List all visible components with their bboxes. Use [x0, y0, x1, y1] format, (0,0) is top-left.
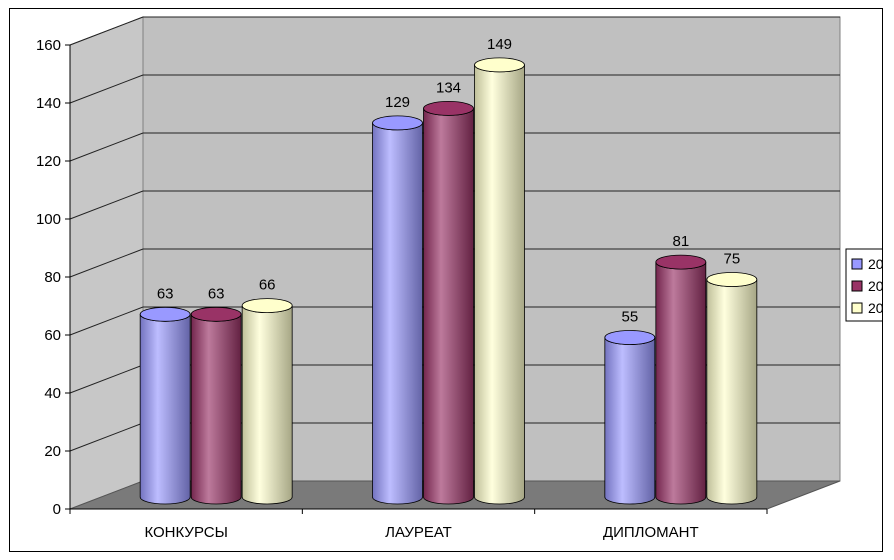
y-tick-label: 60: [44, 327, 61, 344]
bar-top-1-1: [423, 101, 474, 116]
data-label-2-1: 149: [487, 36, 512, 53]
data-label-0-0: 63: [157, 285, 174, 302]
bar-top-2-1: [474, 57, 525, 73]
legend-label-0: 201: [868, 256, 883, 272]
legend: 201 2016 201: [845, 248, 883, 322]
y-tick-label: 80: [44, 269, 61, 286]
bar-top-1-2: [655, 254, 707, 270]
legend-swatch-1: [851, 280, 863, 292]
bar-1-1: [423, 108, 474, 505]
chart-area: 0 20 40 60 80 100 120 140 160 КОНКУРСЫ ЛАУРЕАТ ДИПЛ…: [9, 8, 883, 552]
gridline-side: [69, 306, 144, 336]
data-label-2-2: 75: [723, 251, 740, 268]
bar-top-0-2: [604, 330, 656, 345]
y-tick-label: 0: [53, 501, 61, 518]
bar-top-0-1: [372, 115, 423, 131]
bar-series: [139, 57, 758, 505]
legend-swatch-2: [851, 302, 863, 314]
data-label-1-0: 63: [208, 285, 225, 302]
gridline-side: [69, 248, 144, 278]
bar-0-0: [139, 314, 191, 505]
bar-0-1: [372, 122, 423, 505]
bar-0-2: [604, 337, 656, 505]
legend-label-1: 2016: [868, 278, 883, 294]
gridline-side: [69, 364, 144, 394]
data-label-1-1: 134: [436, 79, 461, 96]
bar-2-2: [706, 279, 758, 505]
y-tick-label: 140: [36, 95, 61, 112]
bar-top-1-0: [190, 306, 242, 322]
bar-1-2: [655, 262, 707, 505]
bar-top-2-2: [706, 272, 758, 287]
legend-label-2: 201: [868, 300, 883, 316]
data-label-0-2: 55: [621, 309, 638, 326]
y-tick-label: 40: [44, 385, 61, 402]
y-tick-label: 20: [44, 443, 61, 460]
gridline-side: [69, 422, 144, 452]
bar-2-0: [241, 305, 293, 505]
data-label-0-1: 129: [385, 94, 410, 111]
legend-swatch-0: [851, 258, 863, 270]
axes: 0 20 40 60 80 100 120 140 160 КОНКУРСЫ ЛАУРЕАТ ДИПЛ…: [36, 37, 768, 541]
y-tick-label: 120: [36, 153, 61, 170]
gridline-side: [69, 16, 144, 46]
gridline-side: [69, 190, 144, 220]
bar-top-0-0: [139, 306, 191, 322]
bar-1-0: [190, 314, 242, 505]
gridline-side: [69, 74, 144, 104]
gridline-side: [69, 132, 144, 162]
bar-chart: 0 20 40 60 80 100 120 140 160 КОНКУРСЫ ЛАУРЕАТ ДИПЛ…: [36, 16, 883, 541]
data-labels: 63 63 66 129 134 149 55 81 75: [157, 36, 740, 326]
category-label: ЛАУРЕАТ: [385, 524, 452, 541]
y-tick-label: 160: [36, 37, 61, 54]
category-label: КОНКУРСЫ: [144, 524, 227, 541]
y-tick-label: 100: [36, 211, 61, 228]
bar-2-1: [474, 64, 525, 505]
bar-top-2-0: [241, 298, 293, 314]
data-label-2-0: 66: [259, 277, 276, 294]
category-label: ДИПЛОМАНТ: [603, 524, 699, 541]
data-label-1-2: 81: [672, 233, 689, 250]
